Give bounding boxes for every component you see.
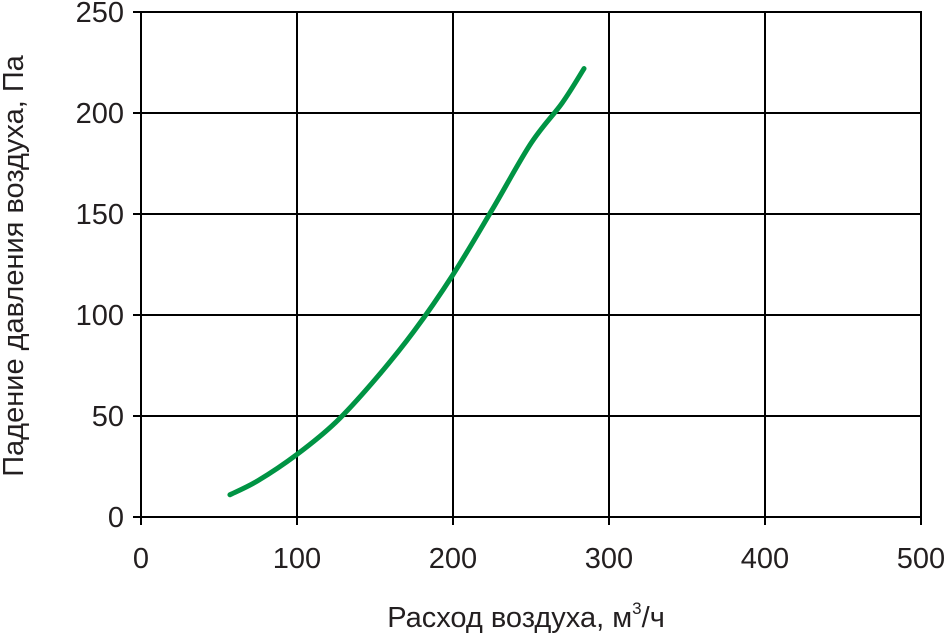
x-axis-ticks: 0 100 200 300 400 500 <box>133 517 945 575</box>
x-axis-label: Расход воздуха, м3/ч <box>387 599 665 634</box>
y-tick-label: 50 <box>92 401 124 433</box>
y-axis-label: Падение давления воздуха, Па <box>0 54 30 476</box>
x-tick-label: 0 <box>133 543 149 575</box>
y-tick-label: 200 <box>76 98 124 130</box>
plot-area-border <box>140 11 922 518</box>
plot-frame <box>140 11 922 518</box>
series-line-pressure-drop <box>227 66 587 498</box>
y-axis-ticks: 0 50 100 150 200 250 <box>76 0 141 534</box>
x-tick-label: 400 <box>741 543 789 575</box>
y-tick-label: 250 <box>76 0 124 29</box>
x-tick-label: 300 <box>585 543 633 575</box>
x-tick-label: 200 <box>429 543 477 575</box>
x-tick-label: 500 <box>897 543 945 575</box>
y-tick-label: 150 <box>76 199 124 231</box>
y-tick-label: 0 <box>108 502 124 534</box>
x-tick-label: 100 <box>273 543 321 575</box>
series-group <box>227 66 587 498</box>
y-tick-label: 100 <box>76 300 124 332</box>
grid <box>141 12 921 517</box>
